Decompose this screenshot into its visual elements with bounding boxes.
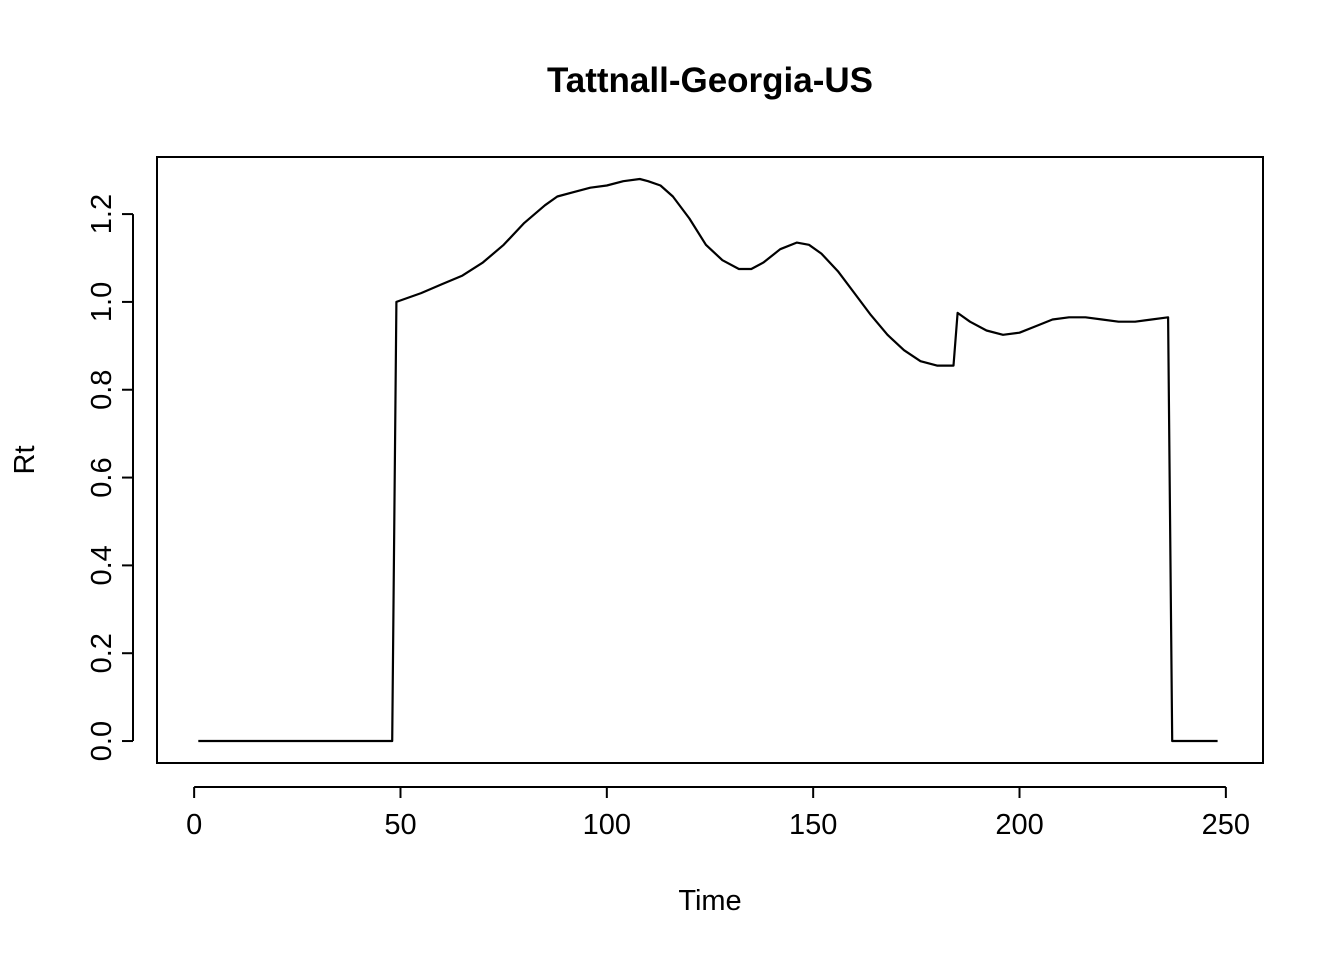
series-group (198, 177, 1218, 743)
x-axis-ticks: 0 50 100 150 200 250 (186, 787, 1250, 841)
y-tick-label: 0.4 (86, 545, 118, 585)
x-tick-label: 250 (1202, 809, 1250, 841)
y-tick-label: 0.6 (86, 457, 118, 497)
chart-title: Tattnall-Georgia-US (547, 61, 873, 100)
series-line (198, 177, 1218, 743)
x-tick-label: 200 (995, 809, 1043, 841)
y-tick-label: 0.2 (86, 633, 118, 673)
x-tick-label: 0 (186, 809, 202, 841)
x-tick-label: 150 (789, 809, 837, 841)
y-axis: 0.0 0.2 0.4 0.6 0.8 1.0 1.2 (86, 194, 134, 761)
y-axis-ticks: 0.0 0.2 0.4 0.6 0.8 1.0 1.2 (86, 194, 133, 761)
y-tick-label: 0.8 (86, 370, 118, 410)
x-axis-label: Time (678, 885, 741, 917)
x-tick-label: 50 (384, 809, 416, 841)
plot-area-border (156, 156, 1264, 764)
y-tick-label: 0.0 (86, 721, 118, 761)
x-tick-label: 100 (583, 809, 631, 841)
y-tick-label: 1.0 (86, 282, 118, 322)
y-axis-label: Rt (9, 446, 41, 475)
y-tick-label: 1.2 (86, 194, 118, 234)
x-axis: 0 50 100 150 200 250 (186, 786, 1250, 841)
